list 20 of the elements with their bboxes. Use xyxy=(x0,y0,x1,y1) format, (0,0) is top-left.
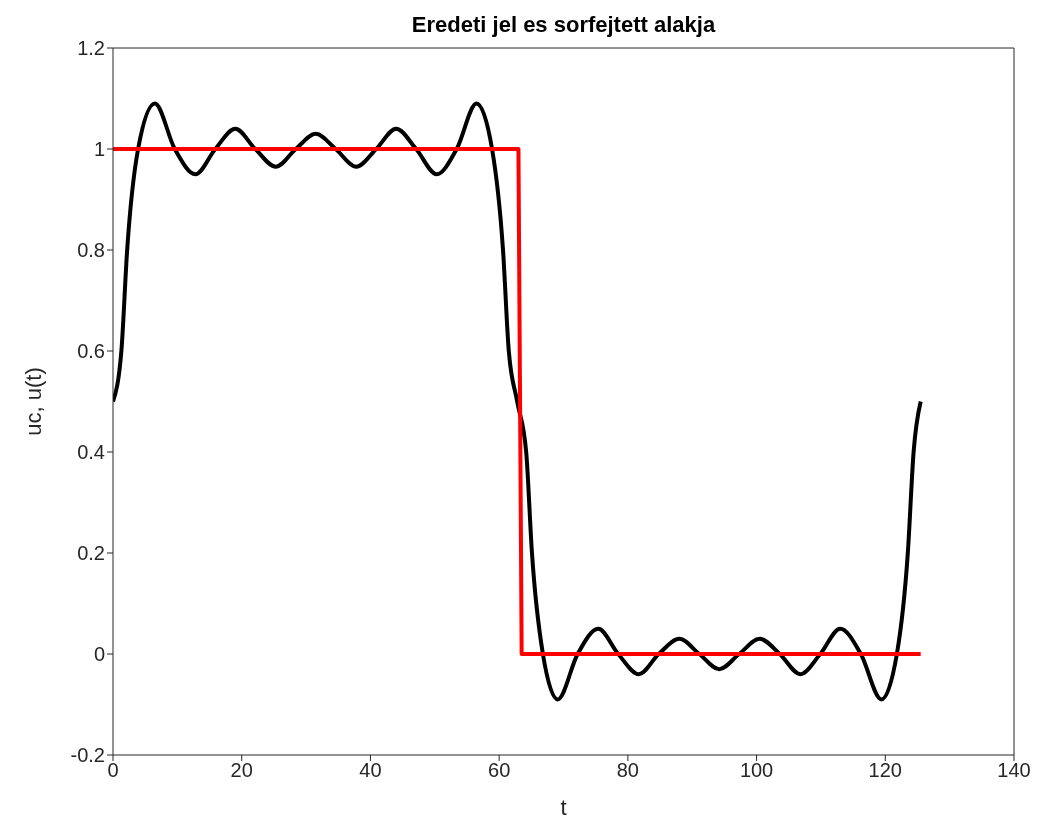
y-tick-label: 0 xyxy=(93,643,105,666)
x-tick-label: 100 xyxy=(739,759,774,782)
x-tick-label: 140 xyxy=(997,759,1031,782)
y-tick-label: 0.6 xyxy=(77,340,105,363)
x-tick-label: 80 xyxy=(616,759,639,782)
line-series xyxy=(113,101,923,702)
y-axis-title: uc, u(t) xyxy=(20,367,46,436)
y-tick-label: 0.4 xyxy=(77,441,105,464)
x-tick-label: 60 xyxy=(488,759,511,782)
x-tick-label: 120 xyxy=(868,759,902,782)
chart-title: Eredeti jel es sorfejtett alakja xyxy=(410,12,717,38)
y-tick-label: 1.2 xyxy=(77,37,105,60)
x-tick-label: 20 xyxy=(230,759,253,782)
y-tick-label: 0.2 xyxy=(77,542,105,565)
y-tick-label: -0.2 xyxy=(70,744,105,767)
y-tick-label: 0.8 xyxy=(77,239,105,262)
y-tick-label: 1 xyxy=(93,138,105,161)
x-tick-label: 0 xyxy=(107,759,119,782)
x-axis-title: t xyxy=(560,795,567,820)
x-tick-label: 40 xyxy=(359,759,382,782)
